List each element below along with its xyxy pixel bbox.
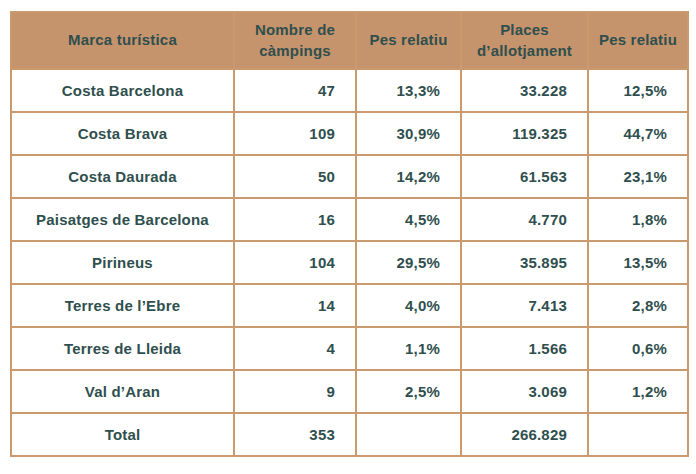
cell-campings-count: 47 bbox=[234, 69, 356, 112]
cell-campings-count: 4 bbox=[234, 327, 356, 370]
cell-places-count: 4.770 bbox=[461, 198, 588, 241]
cell-campings-share: 30,9% bbox=[356, 112, 461, 155]
tourism-brands-table: Marca turística Nombre de càmpings Pes r… bbox=[10, 11, 689, 457]
cell-places-share: 1,2% bbox=[588, 370, 688, 413]
table-row: Paisatges de Barcelona 16 4,5% 4.770 1,8… bbox=[11, 198, 688, 241]
cell-brand: Costa Daurada bbox=[11, 155, 234, 198]
table-row: Costa Daurada 50 14,2% 61.563 23,1% bbox=[11, 155, 688, 198]
cell-campings-count: 14 bbox=[234, 284, 356, 327]
cell-total-label: Total bbox=[11, 413, 234, 456]
cell-campings-count: 16 bbox=[234, 198, 356, 241]
column-header-pes-relatiu-campings: Pes relatiu bbox=[356, 12, 461, 69]
cell-brand: Terres de l’Ebre bbox=[11, 284, 234, 327]
cell-campings-share: 14,2% bbox=[356, 155, 461, 198]
cell-total-campings-count: 353 bbox=[234, 413, 356, 456]
table-row: Terres de Lleida 4 1,1% 1.566 0,6% bbox=[11, 327, 688, 370]
column-header-nombre-de-campings: Nombre de càmpings bbox=[234, 12, 356, 69]
cell-brand: Paisatges de Barcelona bbox=[11, 198, 234, 241]
table-row: Costa Brava 109 30,9% 119.325 44,7% bbox=[11, 112, 688, 155]
cell-campings-share: 13,3% bbox=[356, 69, 461, 112]
cell-brand: Val d’Aran bbox=[11, 370, 234, 413]
cell-total-places-count: 266.829 bbox=[461, 413, 588, 456]
cell-places-share: 1,8% bbox=[588, 198, 688, 241]
cell-campings-share: 29,5% bbox=[356, 241, 461, 284]
cell-places-count: 3.069 bbox=[461, 370, 588, 413]
cell-campings-count: 50 bbox=[234, 155, 356, 198]
cell-places-share: 44,7% bbox=[588, 112, 688, 155]
column-header-places-allotjament: Places d’allotjament bbox=[461, 12, 588, 69]
cell-total-places-share bbox=[588, 413, 688, 456]
cell-campings-share: 2,5% bbox=[356, 370, 461, 413]
cell-places-share: 2,8% bbox=[588, 284, 688, 327]
cell-campings-count: 104 bbox=[234, 241, 356, 284]
total-row: Total 353 266.829 bbox=[11, 413, 688, 456]
cell-places-share: 13,5% bbox=[588, 241, 688, 284]
cell-places-share: 12,5% bbox=[588, 69, 688, 112]
cell-total-campings-share bbox=[356, 413, 461, 456]
cell-places-count: 1.566 bbox=[461, 327, 588, 370]
cell-brand: Terres de Lleida bbox=[11, 327, 234, 370]
header-row: Marca turística Nombre de càmpings Pes r… bbox=[11, 12, 688, 69]
cell-campings-count: 9 bbox=[234, 370, 356, 413]
cell-places-count: 7.413 bbox=[461, 284, 588, 327]
cell-places-count: 35.895 bbox=[461, 241, 588, 284]
cell-campings-share: 1,1% bbox=[356, 327, 461, 370]
tourism-brands-table-container: Marca turística Nombre de càmpings Pes r… bbox=[10, 11, 689, 457]
cell-places-count: 61.563 bbox=[461, 155, 588, 198]
table-row: Terres de l’Ebre 14 4,0% 7.413 2,8% bbox=[11, 284, 688, 327]
cell-campings-share: 4,0% bbox=[356, 284, 461, 327]
table-row: Costa Barcelona 47 13,3% 33.228 12,5% bbox=[11, 69, 688, 112]
table-row: Pirineus 104 29,5% 35.895 13,5% bbox=[11, 241, 688, 284]
cell-brand: Costa Brava bbox=[11, 112, 234, 155]
cell-places-count: 33.228 bbox=[461, 69, 588, 112]
cell-campings-share: 4,5% bbox=[356, 198, 461, 241]
cell-places-share: 23,1% bbox=[588, 155, 688, 198]
cell-places-share: 0,6% bbox=[588, 327, 688, 370]
cell-brand: Pirineus bbox=[11, 241, 234, 284]
table-row: Val d’Aran 9 2,5% 3.069 1,2% bbox=[11, 370, 688, 413]
column-header-pes-relatiu-places: Pes relatiu bbox=[588, 12, 688, 69]
cell-campings-count: 109 bbox=[234, 112, 356, 155]
cell-places-count: 119.325 bbox=[461, 112, 588, 155]
column-header-marca-turistica: Marca turística bbox=[11, 12, 234, 69]
cell-brand: Costa Barcelona bbox=[11, 69, 234, 112]
